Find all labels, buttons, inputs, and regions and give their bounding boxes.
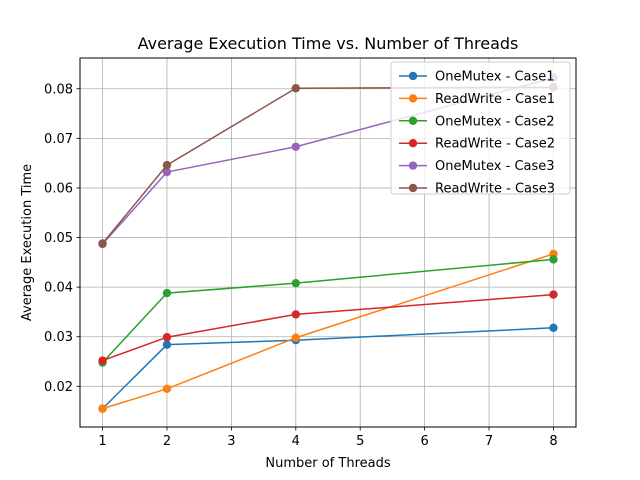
series-line (102, 293, 554, 362)
legend: OneMutex - Case1 ReadWrite - Case1 OneMute… (390, 61, 571, 197)
data-point (162, 288, 172, 298)
legend-item: ReadWrite - Case3 (399, 182, 555, 197)
legend-label: ReadWrite - Case1 (435, 92, 555, 107)
legend-item: ReadWrite - Case1 (399, 92, 555, 107)
data-point (162, 340, 172, 349)
data-point (549, 290, 558, 299)
data-point (291, 333, 300, 342)
series-line (102, 258, 554, 364)
y-axis-label: Average Execution Time (20, 164, 35, 321)
y-tick-label: 0.08 (44, 82, 73, 97)
axis-ticks: 1 2 3 4 5 6 7 8 0.02 0.03 0.04 0.05 0.06 0.07 0.08 (44, 82, 558, 449)
legend-item: ReadWrite - Case2 (399, 137, 555, 152)
series-2 (98, 249, 558, 413)
legend-item: OneMutex - Case1 (399, 70, 555, 85)
legend-marker (408, 183, 418, 193)
legend-box (390, 61, 571, 195)
x-tick-label: 3 (227, 434, 235, 449)
data-point (291, 84, 300, 93)
legend-item: OneMutex - Case3 (399, 159, 555, 174)
y-tick-label: 0.03 (44, 330, 73, 345)
data-point (549, 323, 558, 333)
data-point (291, 278, 300, 288)
series-line (102, 253, 554, 410)
y-tick-label: 0.06 (44, 181, 73, 196)
legend-label: OneMutex - Case1 (435, 70, 555, 85)
x-tick-label: 8 (549, 434, 557, 449)
plot-frame (79, 57, 577, 428)
legend-label: OneMutex - Case2 (435, 114, 555, 129)
x-tick-label: 7 (485, 434, 493, 449)
data-point (98, 239, 107, 248)
data-point (162, 160, 172, 170)
data-point (98, 404, 107, 413)
y-tick-label: 0.07 (44, 132, 73, 147)
data-point (98, 356, 107, 365)
legend-marker (408, 94, 418, 103)
series-line (102, 327, 554, 410)
data-point (549, 255, 558, 264)
legend-label: ReadWrite - Case2 (435, 137, 555, 152)
data-point (162, 384, 172, 394)
legend-marker (408, 139, 418, 148)
x-tick-label: 4 (292, 434, 300, 449)
x-tick-label: 6 (420, 434, 428, 449)
data-point (291, 142, 300, 151)
legend-marker (408, 71, 418, 81)
x-tick-label: 2 (163, 434, 171, 449)
data-point (291, 310, 300, 319)
data-point (162, 333, 172, 342)
chart-title: Average Execution Time vs. Number of Thr… (138, 34, 519, 53)
y-tick-label: 0.02 (44, 380, 73, 395)
x-tick-label: 5 (356, 434, 364, 449)
y-tick-label: 0.04 (44, 281, 73, 296)
x-tick-label: 1 (98, 434, 106, 449)
legend-marker (408, 161, 418, 170)
y-tick-label: 0.05 (44, 231, 73, 246)
series-4 (98, 290, 558, 365)
legend-label: ReadWrite - Case3 (435, 182, 555, 197)
legend-marker (408, 116, 418, 126)
legend-item: OneMutex - Case2 (399, 114, 555, 129)
x-axis-label: Number of Threads (265, 456, 390, 471)
legend-label: OneMutex - Case3 (435, 159, 555, 174)
data-point (162, 167, 172, 177)
